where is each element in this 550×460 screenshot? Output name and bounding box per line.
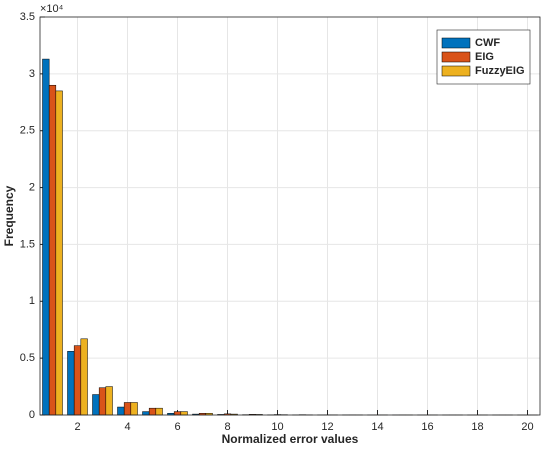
x-axis-label: Normalized error values xyxy=(222,432,359,446)
bar xyxy=(156,408,163,415)
y-tick-label: 0.5 xyxy=(20,352,35,364)
x-tick-label: 6 xyxy=(174,421,180,433)
bar xyxy=(74,346,81,415)
legend-swatch xyxy=(442,66,470,76)
x-tick-label: 10 xyxy=(271,421,283,433)
bar xyxy=(49,85,56,415)
bar xyxy=(143,412,150,415)
bar xyxy=(106,387,113,415)
y-tick-label: 2 xyxy=(29,181,35,193)
y-multiplier: ×10⁴ xyxy=(40,3,64,15)
bar xyxy=(81,339,88,415)
y-tick-label: 1 xyxy=(29,295,35,307)
legend-swatch xyxy=(442,52,470,62)
y-tick-label: 2.5 xyxy=(20,125,35,137)
bar xyxy=(68,351,75,415)
x-tick-label: 8 xyxy=(224,421,230,433)
y-tick-label: 3.5 xyxy=(20,11,35,23)
x-tick-label: 4 xyxy=(124,421,130,433)
x-tick-label: 14 xyxy=(371,421,383,433)
bar xyxy=(124,402,131,415)
bar xyxy=(99,388,106,415)
x-tick-label: 18 xyxy=(471,421,483,433)
bar xyxy=(149,408,156,415)
legend-label: EIG xyxy=(475,51,494,63)
y-tick-label: 3 xyxy=(29,68,35,80)
bar xyxy=(131,402,138,415)
y-tick-label: 1.5 xyxy=(20,238,35,250)
y-axis-label: Frequency xyxy=(2,185,16,246)
legend-swatch xyxy=(442,38,470,48)
bar xyxy=(93,395,100,415)
x-tick-label: 20 xyxy=(521,421,533,433)
bar xyxy=(56,91,63,415)
legend-label: FuzzyEIG xyxy=(475,65,525,77)
bar xyxy=(118,407,125,415)
x-tick-label: 2 xyxy=(74,421,80,433)
x-tick-label: 12 xyxy=(321,421,333,433)
x-tick-label: 16 xyxy=(421,421,433,433)
bar xyxy=(43,59,50,415)
bar xyxy=(174,412,181,415)
bar xyxy=(181,412,188,415)
legend-label: CWF xyxy=(475,37,500,49)
y-tick-label: 0 xyxy=(29,409,35,421)
